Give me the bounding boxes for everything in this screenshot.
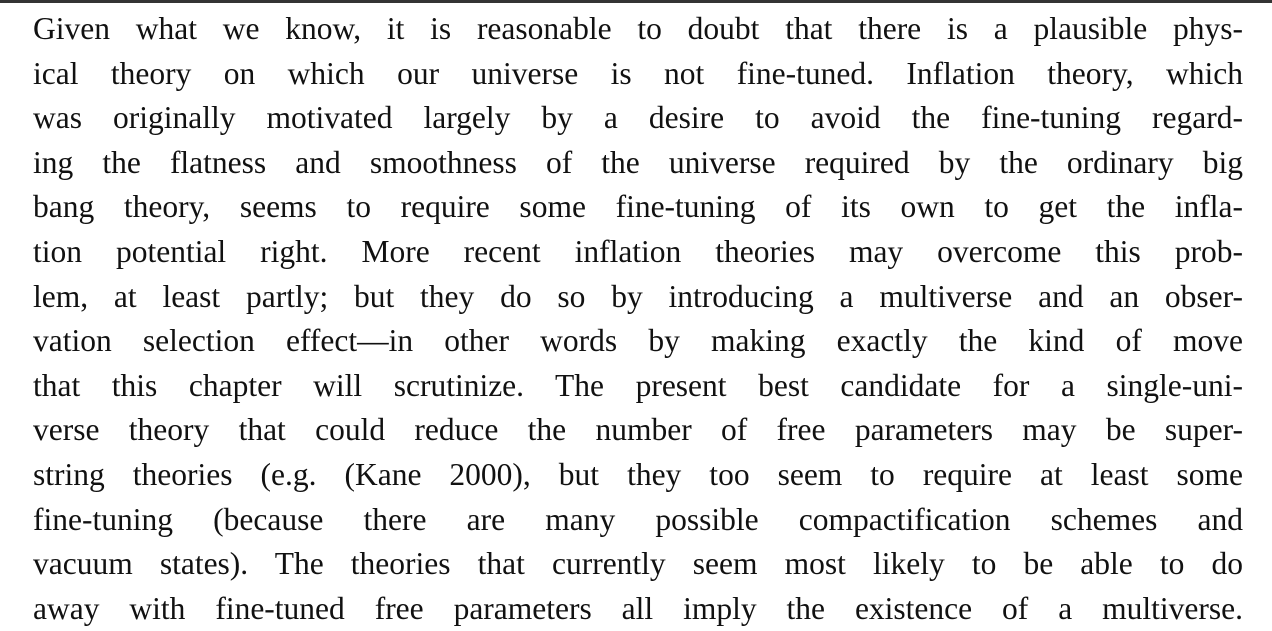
text-line: was originally motivated largely by a de… bbox=[33, 100, 1243, 136]
text-line: lem, at least partly; but they do so by … bbox=[33, 278, 1243, 314]
text-line: Given what we know, it is reasonable to … bbox=[33, 11, 1243, 46]
top-edge-strip bbox=[0, 0, 1272, 3]
text-line: tion potential right. More recent inflat… bbox=[33, 233, 1243, 269]
text-line: fine-tuning (because there are many poss… bbox=[33, 501, 1243, 537]
text-line: vacuum states). The theories that curren… bbox=[33, 546, 1243, 582]
text-line: vation selection effect—in other words b… bbox=[33, 323, 1243, 359]
text-line: ical theory on which our universe is not… bbox=[33, 55, 1243, 91]
text-line: that this chapter will scrutinize. The p… bbox=[33, 367, 1243, 403]
text-line: ing the flatness and smoothness of the u… bbox=[33, 144, 1243, 180]
text-line: bang theory, seems to require some fine-… bbox=[33, 189, 1243, 225]
text-line: away with fine-tuned free parameters all… bbox=[33, 590, 1243, 626]
body-paragraph: Given what we know, it is reasonable to … bbox=[33, 7, 1243, 631]
text-line: string theories (e.g. (Kane 2000), but t… bbox=[33, 456, 1243, 492]
text-line: verse theory that could reduce the numbe… bbox=[33, 412, 1243, 448]
